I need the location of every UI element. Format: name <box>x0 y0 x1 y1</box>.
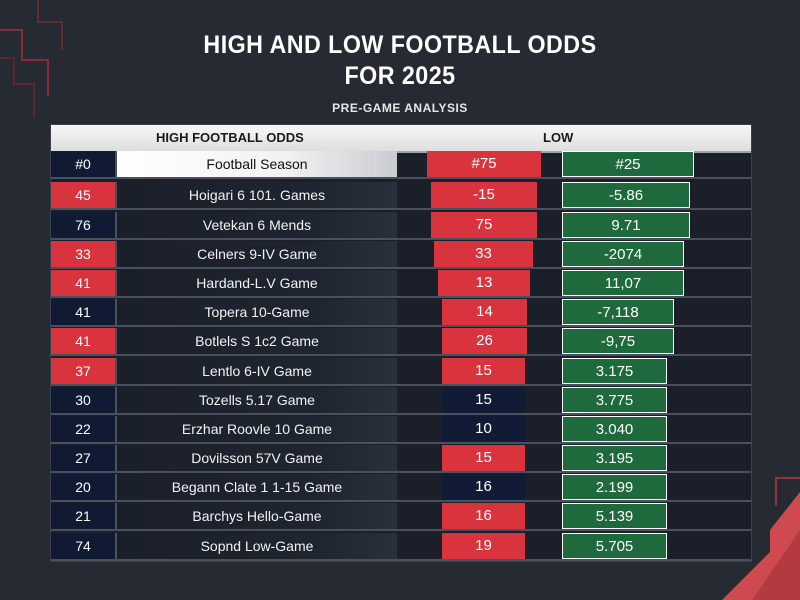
table-row: 30 Tozells 5.17 Game 15 3.775 <box>51 387 751 415</box>
table-row: 76 Vetekan 6 Mends 75 9.71 <box>51 212 751 240</box>
game-name: Hoigari 6 101. Games <box>117 182 397 208</box>
high-odds-cell: 16 <box>442 503 525 529</box>
game-name: Erzhar Roovle 10 Game <box>117 416 397 442</box>
high-odds-cell: 13 <box>438 270 530 296</box>
high-odds-cell: #75 <box>427 151 541 177</box>
table-row: 33 Celners 9-IV Game 33 -2074 <box>51 241 751 269</box>
header-low: LOW <box>543 130 574 145</box>
odds-table: HIGH FOOTBALL ODDS LOW #0 Football Season… <box>50 124 752 562</box>
table-row: #0 Football Season #75 #25 <box>51 151 751 179</box>
high-odds-cell: 19 <box>442 533 525 559</box>
column-divider <box>115 299 117 325</box>
column-divider <box>115 358 117 384</box>
column-divider <box>115 151 117 177</box>
table-row: 41 Topera 10-Game 14 -7,118 <box>51 299 751 327</box>
table-row: 21 Barchys Hello-Game 16 5.139 <box>51 503 751 531</box>
table-row: 37 Lentlo 6-IV Game 15 3.175 <box>51 358 751 386</box>
low-odds-cell: 3.775 <box>562 387 667 413</box>
low-odds-cell: 9.71 <box>562 212 690 238</box>
game-name: Hardand-L.V Game <box>117 270 397 296</box>
low-odds-cell: -7,118 <box>562 299 674 325</box>
column-divider <box>115 416 117 442</box>
row-number: 20 <box>51 474 115 500</box>
low-odds-cell: 5.139 <box>562 503 667 529</box>
column-divider <box>115 445 117 471</box>
game-name: Topera 10-Game <box>117 299 397 325</box>
game-name: Barchys Hello-Game <box>117 503 397 529</box>
column-divider <box>115 503 117 529</box>
low-odds-cell: 3.195 <box>562 445 667 471</box>
row-number: 22 <box>51 416 115 442</box>
high-odds-cell: 15 <box>442 387 525 413</box>
row-number: 45 <box>51 182 115 208</box>
low-odds-cell: -9,75 <box>562 328 674 354</box>
high-odds-cell: 26 <box>442 328 527 354</box>
table-row: 45 Hoigari 6 101. Games -15 -5.86 <box>51 182 751 210</box>
title-block: HIGH AND LOW FOOTBALL ODDS FOR 2025 PRE-… <box>0 30 800 115</box>
game-name: Vetekan 6 Mends <box>117 212 397 238</box>
high-odds-cell: 75 <box>431 212 537 238</box>
header-high-odds: HIGH FOOTBALL ODDS <box>156 130 304 145</box>
game-name: Football Season <box>117 151 397 177</box>
column-divider <box>115 182 117 208</box>
table-row: 22 Erzhar Roovle 10 Game 10 3.040 <box>51 416 751 444</box>
game-name: Dovilsson 57V Game <box>117 445 397 471</box>
page-subtitle: PRE-GAME ANALYSIS <box>332 101 468 115</box>
column-divider <box>115 270 117 296</box>
row-number: 27 <box>51 445 115 471</box>
row-number: 74 <box>51 533 115 559</box>
high-odds-cell: 14 <box>442 299 527 325</box>
table-row: 27 Dovilsson 57V Game 15 3.195 <box>51 445 751 473</box>
column-divider <box>115 387 117 413</box>
column-divider <box>115 474 117 500</box>
row-number: 21 <box>51 503 115 529</box>
table-row: 41 Botlels S 1c2 Game 26 -9,75 <box>51 328 751 356</box>
low-odds-cell: -2074 <box>562 241 684 267</box>
row-number: 76 <box>51 212 115 238</box>
table-row: 74 Sopnd Low-Game 19 5.705 <box>51 533 751 561</box>
page-title-line-2: FOR 2025 <box>344 62 456 90</box>
high-odds-cell: 15 <box>442 445 525 471</box>
column-divider <box>115 212 117 238</box>
low-odds-cell: 5.705 <box>562 533 667 559</box>
game-name: Celners 9-IV Game <box>117 241 397 267</box>
low-odds-cell: 2.199 <box>562 474 667 500</box>
low-odds-cell: 11,07 <box>562 270 684 296</box>
row-number: 30 <box>51 387 115 413</box>
game-name: Lentlo 6-IV Game <box>117 358 397 384</box>
row-number: #0 <box>51 151 115 177</box>
high-odds-cell: 10 <box>442 416 525 442</box>
column-divider <box>115 533 117 559</box>
low-odds-cell: 3.175 <box>562 358 667 384</box>
high-odds-cell: 15 <box>442 358 525 384</box>
low-odds-cell: #25 <box>562 151 694 177</box>
game-name: Sopnd Low-Game <box>117 533 397 559</box>
row-number: 41 <box>51 299 115 325</box>
low-odds-cell: -5.86 <box>562 182 690 208</box>
high-odds-cell: -15 <box>431 182 537 208</box>
column-divider <box>115 328 117 354</box>
game-name: Begann Clate 1 1-15 Game <box>117 474 397 500</box>
table-header: HIGH FOOTBALL ODDS LOW <box>51 125 751 153</box>
column-divider <box>115 241 117 267</box>
row-number: 41 <box>51 328 115 354</box>
page-title-line-1: HIGH AND LOW FOOTBALL ODDS <box>203 31 597 59</box>
low-odds-cell: 3.040 <box>562 416 667 442</box>
game-name: Tozells 5.17 Game <box>117 387 397 413</box>
table-row: 20 Begann Clate 1 1-15 Game 16 2.199 <box>51 474 751 502</box>
table-row: 41 Hardand-L.V Game 13 11,07 <box>51 270 751 298</box>
row-number: 33 <box>51 241 115 267</box>
high-odds-cell: 33 <box>434 241 533 267</box>
high-odds-cell: 16 <box>442 474 525 500</box>
game-name: Botlels S 1c2 Game <box>117 328 397 354</box>
row-number: 37 <box>51 358 115 384</box>
row-number: 41 <box>51 270 115 296</box>
